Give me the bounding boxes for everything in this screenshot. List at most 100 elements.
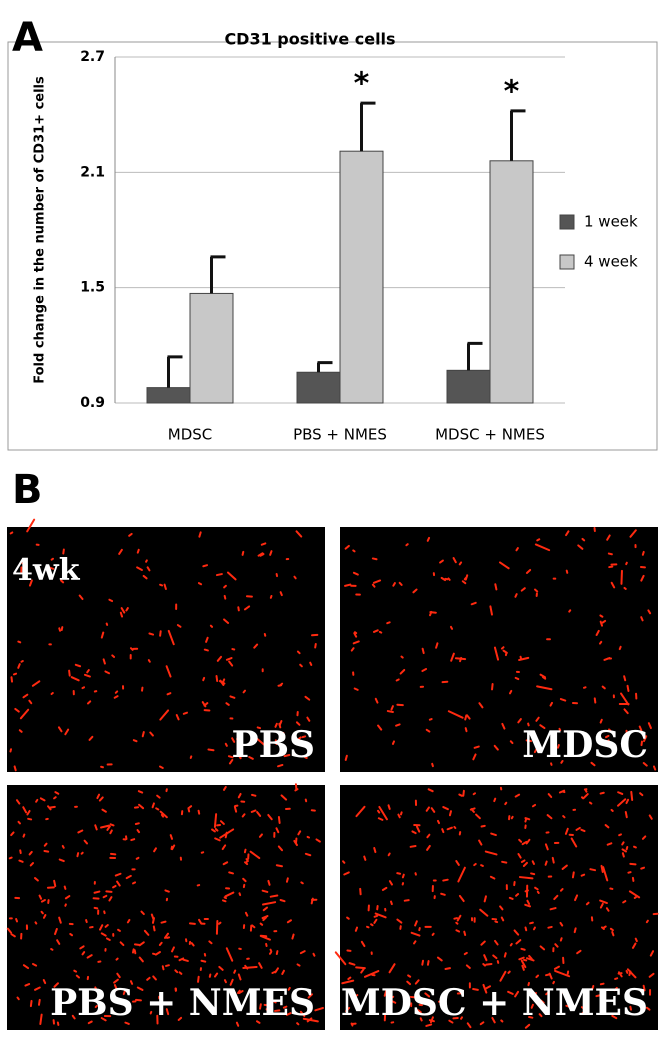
vessel [20,730,22,732]
vessel [252,810,256,811]
vessel [575,928,576,932]
error-bar [318,363,333,373]
vessel [422,961,423,965]
vessel [74,971,76,972]
x-tick-label: MDSC [168,426,213,444]
vessel [643,552,644,555]
vessel [230,696,234,697]
vessel [546,974,550,975]
vessel [512,817,513,818]
vessel [623,853,624,856]
vessel [217,574,222,575]
vessel [600,615,602,616]
vessel [18,822,19,824]
vessel [627,971,628,973]
error-bar [468,343,483,370]
vessel [245,850,246,853]
vessel [511,741,513,743]
vessel [10,749,11,751]
vessel [561,889,563,891]
vessel [582,875,585,876]
vessel [622,842,623,844]
vessel [113,886,116,887]
vessel [466,575,467,579]
vessel [405,900,409,901]
vessel [374,848,375,852]
vessel [535,888,538,890]
vessel [261,924,263,925]
vessel [443,880,447,881]
vessel [205,650,208,651]
vessel [128,920,130,922]
vessel [419,928,420,930]
bar [340,151,383,403]
vessel [115,696,118,698]
vessel [356,928,357,931]
vessel [271,596,272,598]
vessel [482,826,485,827]
vessel [465,953,467,954]
vessel [483,964,485,966]
vessel [619,834,621,835]
vessel [109,600,112,601]
vessel [355,632,356,633]
vessel [106,891,111,892]
vessel [474,864,476,865]
vessel [465,715,466,719]
vessel [629,972,630,976]
vessel [165,890,168,891]
vessel [163,966,164,969]
vessel [39,1000,40,1005]
vessel [263,891,268,892]
vessel [54,881,55,886]
vessel [279,817,280,823]
vessel [553,858,554,863]
vessel [454,827,455,828]
vessel [516,678,519,679]
vessel [392,706,393,709]
vessel [226,744,227,746]
vessel [211,626,212,627]
vessel [136,823,139,824]
vessel [428,538,429,541]
vessel [602,866,603,872]
panel-label: A [12,15,43,61]
vessel [162,922,166,923]
vessel [156,808,158,809]
vessel [581,830,584,831]
vessel [44,980,45,983]
vessel [277,951,278,954]
vessel [77,976,79,978]
vessel [600,642,601,644]
vessel [82,853,83,854]
vessel [628,686,629,691]
vessel [393,583,395,586]
vessel [628,872,630,873]
vessel [52,693,53,694]
vessel [561,699,565,700]
bar [490,161,533,403]
vessel [312,899,313,904]
y-tick-label: 2.1 [80,164,105,180]
vessel [208,750,213,751]
vessel [266,944,267,946]
vessel [401,812,402,814]
vessel [223,679,224,681]
vessel [426,1025,431,1026]
vessel [623,901,625,902]
vessel [252,925,254,927]
vessel [154,926,155,930]
vessel [522,860,525,862]
vessel [112,655,114,657]
vessel [63,846,64,848]
vessel [215,814,216,827]
vessel [146,560,147,561]
vessel [388,711,393,712]
vessel [430,719,432,720]
x-tick-label: PBS + NMES [293,426,387,444]
vessel [10,858,12,859]
error-bar [511,111,526,161]
vessel [380,632,381,633]
vessel [21,661,22,662]
